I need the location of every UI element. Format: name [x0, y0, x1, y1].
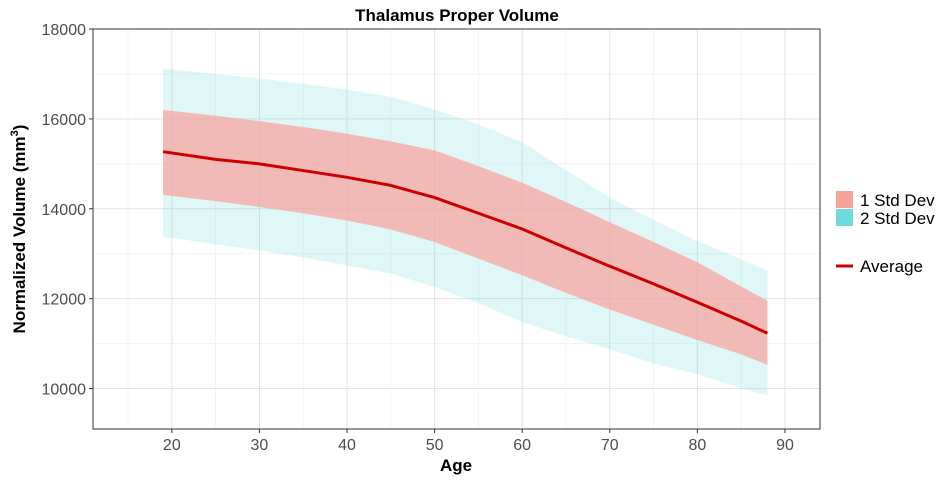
legend: 1 Std Dev 2 Std Dev Average [836, 191, 935, 276]
y-tick-label: 10000 [42, 382, 87, 399]
y-axis-title-sup: 3 [9, 130, 21, 136]
legend-label-1sd: 1 Std Dev [860, 191, 935, 210]
y-tick-label: 18000 [42, 22, 87, 39]
y-tick-label: 16000 [42, 112, 87, 129]
x-tick-label: 40 [338, 437, 356, 454]
bands [163, 68, 768, 396]
y-axis-title-main: Normalized Volume (mm [10, 136, 29, 333]
y-tick-label: 14000 [42, 202, 87, 219]
plot-border [92, 28, 821, 430]
x-tick-label: 80 [688, 437, 706, 454]
y-axis-title: Normalized Volume (mm3) [9, 125, 29, 334]
lines [162, 150, 769, 335]
legend-label-average: Average [860, 257, 923, 276]
y-axis-title-close: ) [10, 125, 29, 131]
legend-label-2sd: 2 Std Dev [860, 209, 935, 228]
x-tick-label: 50 [426, 437, 444, 454]
y-tick-labels: 10000 12000 14000 16000 18000 [42, 22, 87, 399]
x-tick-label: 20 [163, 437, 181, 454]
x-tick-label: 30 [251, 437, 269, 454]
legend-key-1sd [836, 191, 853, 208]
chart-title: Thalamus Proper Volume [355, 6, 559, 25]
y-tick-label: 12000 [42, 292, 87, 309]
x-tick-label: 90 [776, 437, 794, 454]
series-line-average [162, 150, 769, 335]
x-axis-title: Age [440, 456, 472, 475]
x-tick-label: 70 [601, 437, 619, 454]
legend-key-2sd [836, 209, 853, 226]
ticks [89, 28, 786, 433]
x-tick-label: 60 [513, 437, 531, 454]
x-tick-labels: 20 30 40 50 60 70 80 90 [163, 437, 794, 454]
